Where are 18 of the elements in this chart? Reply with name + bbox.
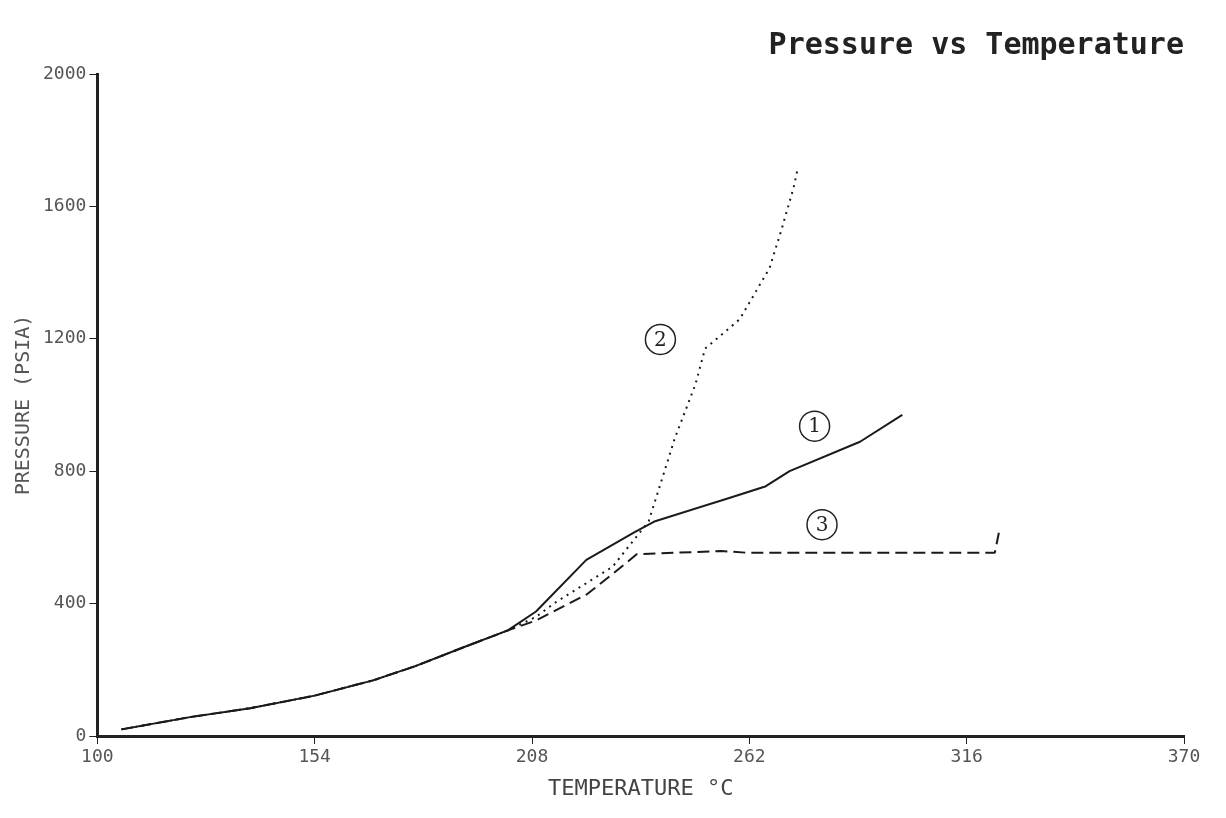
- x-axis-title: TEMPERATURE °C: [547, 774, 734, 800]
- x-tick-label: 262: [733, 745, 766, 767]
- y-tick-label: 800: [53, 458, 87, 480]
- annotation: 1: [808, 413, 821, 438]
- chart-title: Pressure vs Temperature: [768, 25, 1184, 61]
- x-tick-label: 208: [515, 745, 549, 767]
- y-tick-label: 0: [75, 723, 87, 745]
- x-tick-label: 154: [298, 745, 331, 767]
- y-axis-title: PRESSURE (PSIA): [10, 314, 35, 496]
- annotation: 2: [654, 326, 667, 351]
- y-tick-label: 1200: [42, 326, 87, 348]
- x-tick-label: 316: [950, 745, 983, 767]
- x-tick-label: 370: [1167, 745, 1201, 767]
- y-tick-label: 2000: [42, 61, 87, 83]
- y-tick-label: 400: [53, 591, 87, 613]
- y-tick-label: 1600: [42, 194, 87, 216]
- annotation: 3: [815, 511, 829, 536]
- x-tick-label: 100: [81, 745, 114, 767]
